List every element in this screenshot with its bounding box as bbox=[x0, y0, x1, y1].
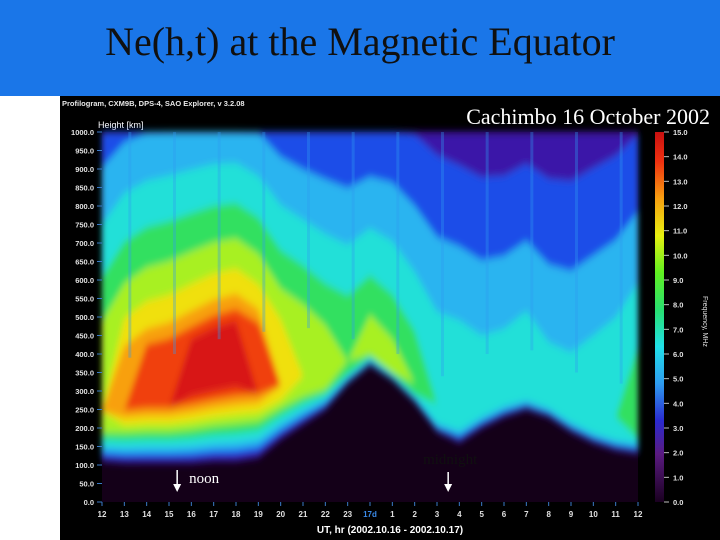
colorbar-tick-label: 9.0 bbox=[673, 276, 683, 285]
y-tick-label: 550.0 bbox=[75, 295, 94, 304]
y-tick-label: 150.0 bbox=[75, 443, 94, 452]
y-tick-label: 200.0 bbox=[75, 424, 94, 433]
x-axis-label: UT, hr (2002.10.16 - 2002.10.17) bbox=[317, 525, 463, 536]
x-tick-label: 23 bbox=[343, 510, 352, 519]
x-tick-label: 17 bbox=[209, 510, 218, 519]
colorbar-label: Frequency, MHz bbox=[701, 296, 708, 347]
y-tick-label: 0.0 bbox=[84, 498, 94, 507]
heatmap-streak bbox=[307, 132, 310, 329]
annotation-arrowhead bbox=[444, 484, 453, 492]
x-axis-ticks: 12 13 14 15 16 17 18 19 20 21 22 23 17d 1 2 3 4 5 6 7 8 9 10 11… bbox=[98, 502, 643, 519]
x-tick-label: 2 bbox=[412, 510, 417, 519]
heatmap-streak bbox=[128, 132, 132, 358]
colorbar bbox=[655, 132, 664, 502]
slide-title: Ne(h,t) at the Magnetic Equator bbox=[105, 19, 615, 64]
y-tick-label: 350.0 bbox=[75, 369, 94, 378]
heatmap-streak bbox=[575, 132, 578, 373]
colorbar-tick-label: 6.0 bbox=[673, 350, 683, 359]
heatmap-band bbox=[102, 320, 638, 419]
x-tick-label: 6 bbox=[502, 510, 507, 519]
x-tick-label: 4 bbox=[457, 510, 462, 519]
y-tick-label: 400.0 bbox=[75, 350, 94, 359]
y-tick-label: 850.0 bbox=[75, 184, 94, 193]
y-tick-label: 600.0 bbox=[75, 276, 94, 285]
heatmap-streak bbox=[619, 132, 623, 384]
heatmap-streak bbox=[530, 132, 534, 351]
colorbar-ticks: 0.0 1.0 2.0 3.0 4.0 5.0 6.0 7.0 8.0 9.0 10.0 11.0 12… bbox=[664, 128, 688, 507]
y-tick-label: 800.0 bbox=[75, 202, 94, 211]
x-tick-label: 17d bbox=[363, 510, 377, 519]
y-tick-label: 250.0 bbox=[75, 406, 94, 415]
x-tick-label: 19 bbox=[254, 510, 263, 519]
heatmap-streak bbox=[441, 132, 444, 377]
y-tick-label: 50.0 bbox=[79, 480, 94, 489]
heatmap-streak bbox=[217, 132, 221, 340]
y-tick-label: 900.0 bbox=[75, 165, 94, 174]
y-tick-label: 950.0 bbox=[75, 147, 94, 156]
y-tick-label: 100.0 bbox=[75, 461, 94, 470]
colorbar-tick-label: 5.0 bbox=[673, 375, 683, 384]
x-tick-label: 18 bbox=[232, 510, 241, 519]
heatmap-streak bbox=[262, 132, 266, 332]
colorbar-tick-label: 12.0 bbox=[673, 202, 688, 211]
x-tick-label: 10 bbox=[589, 510, 598, 519]
annotation-label: midnight bbox=[423, 452, 478, 468]
x-tick-label: 14 bbox=[142, 510, 151, 519]
x-tick-label: 16 bbox=[187, 510, 196, 519]
x-tick-label: 7 bbox=[524, 510, 529, 519]
x-tick-label: 15 bbox=[165, 510, 174, 519]
chart-svg: Profilogram, CXM9B, DPS-4, SAO Explorer,… bbox=[62, 99, 710, 536]
colorbar-tick-label: 0.0 bbox=[673, 498, 683, 507]
colorbar-tick-label: 2.0 bbox=[673, 449, 683, 458]
colorbar-tick-label: 1.0 bbox=[673, 473, 683, 482]
y-tick-label: 450.0 bbox=[75, 332, 94, 341]
y-tick-label: 500.0 bbox=[75, 313, 94, 322]
y-tick-label: 650.0 bbox=[75, 258, 94, 267]
y-tick-label: 750.0 bbox=[75, 221, 94, 230]
colorbar-tick-label: 10.0 bbox=[673, 251, 688, 260]
x-tick-label: 20 bbox=[276, 510, 285, 519]
x-tick-label: 3 bbox=[435, 510, 440, 519]
x-tick-label: 12 bbox=[634, 510, 643, 519]
heatmap-layers bbox=[102, 132, 638, 464]
heatmap-streaks bbox=[128, 132, 623, 384]
y-tick-label: 1000.0 bbox=[71, 128, 94, 137]
y-tick-label: 700.0 bbox=[75, 239, 94, 248]
annotation-label: noon bbox=[189, 471, 220, 487]
y-axis-label: Height [km] bbox=[98, 120, 144, 130]
x-tick-label: 5 bbox=[479, 510, 484, 519]
heatmap-streak bbox=[485, 132, 489, 354]
annotation-arrowhead bbox=[173, 484, 182, 492]
station-label: Cachimbo 16 October 2002 bbox=[466, 104, 710, 129]
x-tick-label: 1 bbox=[390, 510, 395, 519]
x-tick-label: 9 bbox=[569, 510, 574, 519]
colorbar-tick-label: 15.0 bbox=[673, 128, 688, 137]
colorbar-tick-label: 11.0 bbox=[673, 227, 687, 236]
plot-area: noon midnight bbox=[102, 132, 638, 502]
colorbar-tick-label: 8.0 bbox=[673, 301, 683, 310]
title-banner bbox=[0, 0, 720, 96]
annotation-layer: noon midnight bbox=[173, 452, 478, 492]
colorbar-tick-label: 4.0 bbox=[673, 399, 683, 408]
x-tick-label: 21 bbox=[299, 510, 308, 519]
colorbar-tick-label: 7.0 bbox=[673, 325, 683, 334]
y-tick-label: 300.0 bbox=[75, 387, 94, 396]
x-tick-label: 8 bbox=[546, 510, 551, 519]
heatmap-streak bbox=[173, 132, 176, 354]
heatmap-streak bbox=[396, 132, 400, 354]
colorbar-tick-label: 14.0 bbox=[673, 153, 688, 162]
ionogram-chart: Profilogram, CXM9B, DPS-4, SAO Explorer,… bbox=[60, 96, 720, 540]
x-tick-label: 13 bbox=[120, 510, 129, 519]
colorbar-tick-label: 13.0 bbox=[673, 177, 688, 186]
x-tick-label: 12 bbox=[98, 510, 107, 519]
colorbar-tick-label: 3.0 bbox=[673, 424, 683, 433]
software-label: Profilogram, CXM9B, DPS-4, SAO Explorer,… bbox=[62, 99, 245, 108]
y-axis-ticks: 0.0 50.0 100.0 150.0 200.0 250.0 300.0 350.0 400… bbox=[71, 128, 102, 507]
heatmap-streak bbox=[351, 132, 355, 340]
x-tick-label: 11 bbox=[611, 510, 620, 519]
x-tick-label: 22 bbox=[321, 510, 330, 519]
